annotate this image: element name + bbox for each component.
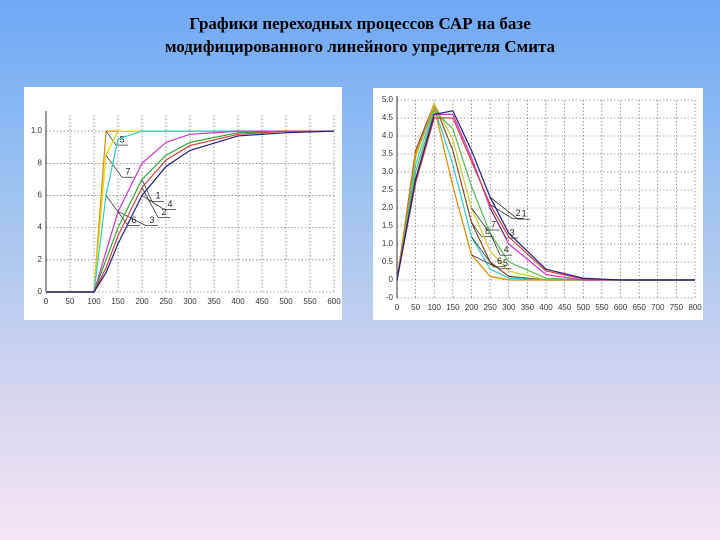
series-label: 4 xyxy=(504,245,509,255)
y-tick-label: 2 xyxy=(38,255,43,264)
x-tick-label: 400 xyxy=(231,297,245,306)
label-leader xyxy=(105,155,123,178)
y-tick-label: 0 xyxy=(389,275,394,284)
series-line xyxy=(46,130,335,293)
x-tick-label: 650 xyxy=(632,303,646,312)
series-line xyxy=(46,130,334,293)
series-label: 5 xyxy=(503,258,508,268)
series-label: 5 xyxy=(119,134,124,144)
series-label: 3 xyxy=(510,227,515,237)
x-tick-label: 350 xyxy=(207,297,221,306)
title-line: модифицированного линейного упредителя С… xyxy=(164,37,556,56)
y-tick-label: 3.5 xyxy=(382,149,394,158)
y-tick-label: 4.0 xyxy=(382,131,394,140)
x-tick-label: 800 xyxy=(688,303,702,312)
x-tick-label: 250 xyxy=(483,303,497,312)
y-tick-label: 0 xyxy=(38,287,43,296)
x-tick-label: 500 xyxy=(279,297,293,306)
x-tick-label: 200 xyxy=(135,297,149,306)
x-tick-label: 350 xyxy=(521,303,535,312)
series-label: 7 xyxy=(491,219,496,229)
y-tick-label: 2.5 xyxy=(382,185,394,194)
x-tick-label: 250 xyxy=(159,297,173,306)
title-line: Графики переходных процессов САР на базе xyxy=(189,14,531,33)
series-label: 3 xyxy=(149,215,154,225)
label-leader xyxy=(471,254,500,270)
chart: -000.51.01.52.02.53.03.54.04.55.00 50 100 1… xyxy=(373,88,703,320)
series-line xyxy=(46,130,334,293)
series-label: 2 xyxy=(516,208,521,218)
label-leader xyxy=(117,211,147,226)
series-line xyxy=(46,130,334,293)
y-tick-label: 5.0 xyxy=(382,95,394,104)
label-leader xyxy=(489,196,519,220)
x-tick-label: 50 xyxy=(66,297,75,306)
label-leader xyxy=(471,236,494,268)
y-tick-label: -0 xyxy=(386,293,394,302)
x-tick-label: 550 xyxy=(595,303,609,312)
x-tick-label: 400 xyxy=(539,303,553,312)
label-leader xyxy=(105,130,117,146)
x-tick-label: 600 xyxy=(327,297,341,306)
series-line xyxy=(46,130,334,293)
label-leader xyxy=(489,204,513,219)
x-tick-label: 0 xyxy=(395,303,400,312)
series-label: 1 xyxy=(155,191,160,201)
series-label: 6 xyxy=(497,256,502,266)
x-tick-label: 100 xyxy=(428,303,442,312)
slide-title: Графики переходных процессов САР на базе… xyxy=(0,12,720,58)
x-tick-label: 50 xyxy=(411,303,420,312)
x-tick-label: 150 xyxy=(446,303,460,312)
series-label: 4 xyxy=(167,199,172,209)
series-label: 8 xyxy=(485,226,490,236)
series-label: 2 xyxy=(161,207,166,217)
series-label: 1 xyxy=(522,209,527,219)
y-tick-label: 1.0 xyxy=(382,239,394,248)
x-tick-label: 600 xyxy=(614,303,628,312)
y-tick-label: 2.0 xyxy=(382,203,394,212)
x-tick-label: 300 xyxy=(183,297,197,306)
label-leader xyxy=(105,195,129,226)
series-line xyxy=(46,130,334,293)
series-line xyxy=(46,130,334,293)
label-leader xyxy=(489,207,507,239)
label-leader xyxy=(471,222,482,237)
y-tick-label: 8 xyxy=(38,158,43,167)
x-tick-label: 450 xyxy=(255,297,269,306)
y-tick-label: 1.0 xyxy=(31,126,43,135)
y-tick-label: 4 xyxy=(38,223,43,232)
x-tick-label: 500 xyxy=(577,303,591,312)
x-tick-label: 0 xyxy=(44,297,49,306)
x-tick-label: 100 xyxy=(87,297,101,306)
x-tick-label: 300 xyxy=(502,303,516,312)
x-tick-label: 700 xyxy=(651,303,665,312)
x-tick-label: 200 xyxy=(465,303,479,312)
x-tick-label: 750 xyxy=(670,303,684,312)
label-leader xyxy=(141,195,165,210)
series-label: 7 xyxy=(125,167,130,177)
y-tick-label: 3.0 xyxy=(382,167,394,176)
y-tick-label: 0.5 xyxy=(382,257,394,266)
label-leader xyxy=(471,207,488,231)
x-tick-label: 150 xyxy=(111,297,125,306)
y-tick-label: 6 xyxy=(38,191,43,200)
y-tick-label: 1.5 xyxy=(382,221,394,230)
y-tick-label: 4.5 xyxy=(382,113,394,122)
x-tick-label: 550 xyxy=(303,297,317,306)
label-leader xyxy=(489,233,501,256)
x-tick-label: 450 xyxy=(558,303,572,312)
label-leader xyxy=(141,179,153,202)
